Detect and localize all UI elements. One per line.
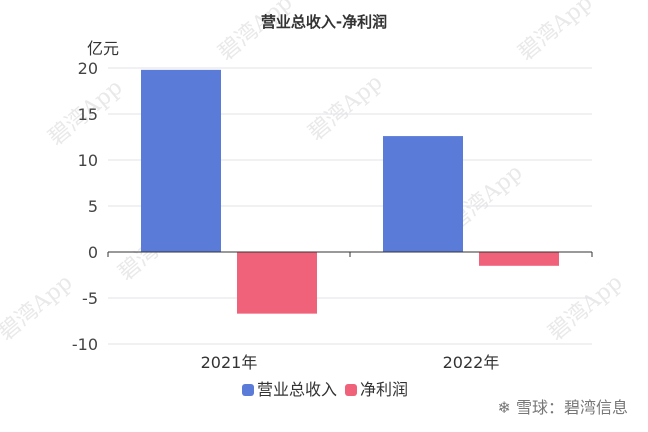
bar-净利润-2022年: [479, 252, 559, 266]
legend-swatch: [345, 384, 357, 396]
y-tick-label: -10: [72, 335, 98, 354]
bar-营业总收入-2022年: [383, 136, 463, 252]
y-tick-label: 15: [78, 105, 98, 124]
chart-title: 营业总收入-净利润: [261, 13, 387, 31]
y-tick-label: 10: [78, 151, 98, 170]
y-tick-label: -5: [82, 289, 98, 308]
y-tick-label: 0: [88, 243, 98, 262]
y-tick-label: 5: [88, 197, 98, 216]
x-axis-labels: 2021年 2022年: [201, 353, 500, 372]
x-tick-label: 2022年: [443, 353, 500, 372]
x-tick-label: 2021年: [201, 353, 258, 372]
x-axis: [107, 251, 593, 257]
legend-label: 净利润: [360, 380, 408, 399]
snowball-logo-icon: ❄: [497, 398, 511, 417]
bar-营业总收入-2021年: [141, 69, 221, 252]
y-axis-ticks: 20 15 10 5 0 -5 -10: [72, 59, 98, 354]
bars: [141, 69, 559, 314]
legend: 营业总收入 净利润: [242, 380, 408, 399]
bar-净利润-2021年: [237, 252, 317, 314]
brand-text: 雪球：碧湾信息: [515, 398, 628, 417]
y-axis-unit-label: 亿元: [87, 39, 119, 58]
legend-swatch: [242, 384, 254, 396]
brand-footer: ❄ 雪球：碧湾信息: [497, 394, 628, 418]
y-tick-label: 20: [78, 59, 98, 78]
legend-label: 营业总收入: [257, 380, 337, 399]
